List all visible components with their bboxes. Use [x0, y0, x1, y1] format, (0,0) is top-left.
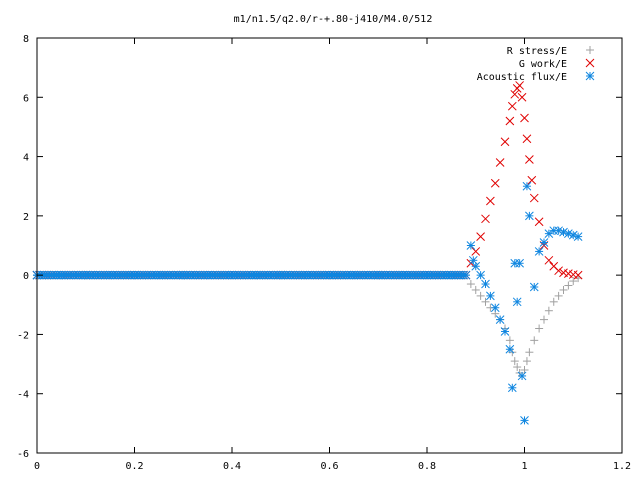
y-tick-label: 2	[23, 212, 29, 223]
x-tick-label: 1.2	[613, 461, 631, 472]
data-point	[510, 89, 520, 99]
data-point	[515, 258, 524, 268]
chart-title: m1/n1.5/q2.0/r-+.80-j410/M4.0/512	[234, 14, 433, 25]
data-point	[529, 282, 539, 292]
data-point	[500, 327, 510, 336]
data-point	[512, 297, 522, 307]
legend-marker	[585, 58, 595, 68]
data-point	[530, 336, 539, 345]
legend-label: Acoustic flux/E	[477, 72, 567, 83]
y-tick-label: 4	[23, 153, 29, 164]
data-point	[495, 315, 505, 324]
data-point	[529, 193, 539, 203]
data-point	[486, 196, 495, 206]
data-point	[513, 363, 522, 372]
data-point	[527, 175, 537, 185]
y-tick-label: 0	[23, 271, 29, 282]
data-point	[481, 279, 490, 289]
plot-area	[32, 81, 583, 425]
y-tick-label: -2	[17, 330, 29, 341]
data-point	[525, 348, 534, 357]
x-tick-label: 0.6	[320, 461, 338, 472]
data-point	[564, 281, 573, 290]
data-point	[559, 227, 568, 237]
data-point	[481, 297, 490, 306]
data-point	[466, 280, 475, 289]
data-point	[559, 285, 568, 294]
data-point	[522, 134, 532, 144]
x-tick-label: 0	[34, 461, 40, 472]
data-point	[525, 155, 534, 164]
data-point	[520, 113, 529, 123]
data-point	[517, 92, 527, 102]
data-point	[507, 383, 517, 393]
data-point	[505, 336, 514, 345]
y-tick-label: -4	[17, 390, 29, 401]
data-point	[554, 266, 563, 276]
y-tick-label: -6	[17, 449, 29, 460]
series-1	[32, 81, 583, 280]
series-2	[32, 181, 583, 425]
legend: R stress/E G work/E Acoustic flux/E	[477, 46, 595, 83]
legend-label: R stress/E	[507, 46, 567, 57]
data-point	[471, 247, 481, 256]
data-point	[534, 217, 544, 227]
data-point	[507, 101, 517, 111]
data-point	[522, 357, 531, 366]
data-point	[520, 416, 529, 425]
data-point	[471, 261, 481, 271]
data-point	[500, 137, 510, 147]
data-point	[568, 230, 578, 240]
data-point	[476, 270, 485, 280]
data-point	[490, 178, 500, 188]
data-point	[569, 277, 578, 286]
data-point	[471, 285, 480, 294]
data-point	[505, 344, 515, 354]
legend-marker	[585, 71, 595, 81]
y-tick-label: 6	[23, 93, 29, 104]
data-point	[476, 291, 485, 300]
data-point	[520, 366, 529, 374]
data-point	[539, 238, 549, 247]
data-point	[517, 371, 527, 381]
data-point	[481, 214, 490, 224]
data-point	[459, 270, 468, 280]
x-tick-label: 0.4	[223, 461, 241, 472]
legend-label: G work/E	[519, 59, 567, 70]
data-point	[490, 303, 500, 313]
data-point	[466, 241, 476, 250]
data-point	[549, 297, 558, 306]
x-tick-label: 1	[521, 461, 527, 472]
data-point	[534, 247, 544, 256]
data-point	[515, 81, 524, 90]
data-point	[544, 255, 554, 265]
data-point	[525, 211, 534, 221]
data-point	[573, 270, 583, 280]
y-tick-label: 8	[23, 34, 29, 45]
legend-marker	[586, 46, 594, 54]
data-point	[554, 291, 563, 300]
x-tick-label: 0.2	[125, 461, 143, 472]
data-point	[476, 232, 485, 241]
data-point	[486, 291, 495, 301]
data-point	[573, 232, 583, 241]
data-point	[510, 357, 519, 366]
data-point	[564, 229, 573, 238]
data-point	[522, 181, 532, 191]
data-point	[505, 116, 515, 126]
data-point	[495, 158, 505, 167]
series-0	[33, 271, 583, 380]
data-point	[535, 324, 544, 333]
data-point	[540, 315, 548, 324]
data-point	[554, 226, 563, 236]
axes: 0 0.2 0.4 0.6 0.8 1 1.2 -6 -4 -2 0 2 4 6 8	[17, 34, 631, 472]
plot-border	[36, 37, 623, 454]
x-tick-label: 0.8	[418, 461, 436, 472]
data-point	[544, 306, 553, 315]
